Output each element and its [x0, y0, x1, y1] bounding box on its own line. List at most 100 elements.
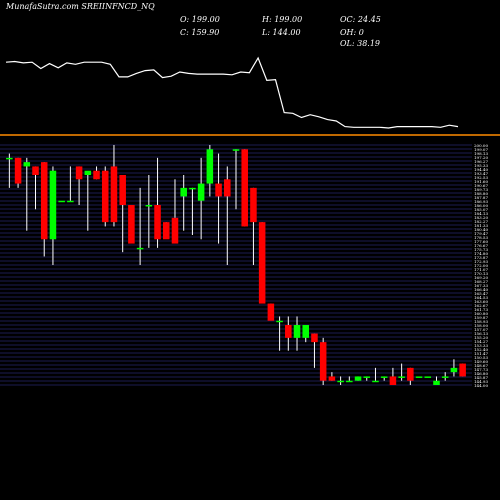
price-tick-label: 148.67 [474, 363, 488, 368]
candle-up [84, 170, 92, 175]
candle-up [58, 200, 65, 203]
price-tick-label: 158.00 [474, 323, 488, 328]
candle-up [424, 376, 432, 378]
price-tick-label: 149.60 [474, 359, 488, 364]
price-tick-label: 177.60 [474, 239, 488, 244]
price-tick-label: 186.00 [474, 203, 488, 208]
candle-up [363, 376, 371, 378]
price-tick-label: 190.67 [474, 183, 488, 188]
candle-down [241, 149, 248, 227]
candle-up [67, 200, 74, 203]
candle-down [75, 166, 83, 180]
price-tick-label: 166.40 [474, 287, 488, 292]
candle-up [232, 149, 240, 151]
price-tick-label: 182.27 [474, 219, 488, 224]
candle-up [450, 367, 458, 373]
price-tick-label: 152.40 [474, 347, 488, 352]
candle-down [101, 170, 109, 223]
price-tick-label: 169.20 [474, 275, 488, 280]
price-tick-label: 181.33 [474, 223, 488, 228]
price-tick-label: 188.80 [474, 191, 488, 196]
candle-up [145, 205, 153, 207]
high-label: H: 199.00 [261, 15, 302, 24]
price-tick-label: 192.53 [474, 175, 488, 180]
candle-up [189, 187, 196, 190]
price-tick-label: 173.87 [474, 255, 488, 260]
price-tick-label: 154.27 [474, 339, 488, 344]
candle-down [250, 187, 257, 223]
price-tick-label: 193.47 [474, 171, 488, 176]
price-tick-label: 185.07 [474, 207, 488, 212]
candle-down [258, 222, 266, 304]
price-tick-label: 180.40 [474, 227, 488, 232]
price-scale: 200.00199.07198.13197.20196.27195.33194.… [474, 143, 488, 388]
candle-up [415, 376, 423, 378]
close-label: C: 159.90 [180, 28, 219, 37]
candle-up [180, 187, 187, 197]
candle-up [380, 376, 388, 378]
oh-label: OH: 0 [340, 28, 364, 37]
candle-down [328, 376, 336, 381]
oc-label: OC: 24.45 [340, 15, 381, 24]
candle-down [319, 342, 327, 381]
candle-up [337, 380, 344, 383]
price-tick-label: 179.47 [474, 231, 488, 236]
price-tick-label: 150.53 [474, 355, 488, 360]
price-tick-label: 171.07 [474, 267, 488, 272]
price-tick-label: 165.47 [474, 291, 488, 296]
price-tick-label: 172.00 [474, 263, 488, 268]
candle-up [398, 376, 405, 378]
candle-down [459, 363, 466, 377]
candle-down [215, 183, 222, 197]
candle-down [407, 367, 414, 381]
price-tick-label: 176.67 [474, 243, 488, 248]
price-tick-label: 174.80 [474, 251, 488, 256]
price-tick-label: 167.33 [474, 283, 488, 288]
price-tick-label: 175.73 [474, 247, 488, 252]
price-tick-label: 157.07 [474, 327, 488, 332]
candle-down [119, 175, 126, 205]
candlestick-panel [6, 145, 466, 385]
candle-down [128, 205, 135, 244]
price-tick-label: 170.13 [474, 271, 488, 276]
candle-down [40, 162, 48, 240]
price-tick-label: 172.93 [474, 259, 488, 264]
candle-down [171, 217, 179, 244]
candle-down [32, 166, 39, 175]
candle-up [136, 247, 144, 250]
candle-down [93, 170, 100, 180]
price-tick-label: 187.87 [474, 195, 488, 200]
price-tick-label: 200.00 [474, 143, 488, 148]
line-panel [5, 56, 459, 129]
candle-up [197, 183, 205, 201]
price-tick-label: 191.60 [474, 179, 488, 184]
price-tick-label: 194.40 [474, 167, 488, 172]
price-tick-label: 144.00 [474, 383, 488, 388]
candle-up [293, 325, 301, 338]
candle-up [206, 149, 214, 184]
price-tick-label: 158.93 [474, 319, 488, 324]
candle-up [441, 376, 449, 378]
open-label: O: 199.00 [180, 15, 220, 24]
candle-down [311, 333, 318, 343]
price-tick-label: 159.87 [474, 315, 488, 320]
price-tick-label: 160.80 [474, 311, 488, 316]
candle-up [276, 320, 283, 323]
candle-up [49, 170, 57, 240]
price-tick-label: 151.47 [474, 351, 488, 356]
candle-down [154, 205, 161, 240]
candle-down [14, 157, 22, 184]
price-tick-label: 178.53 [474, 235, 488, 240]
price-tick-label: 156.13 [474, 331, 488, 336]
price-tick-label: 162.67 [474, 303, 488, 308]
candle-down [267, 303, 275, 321]
price-tick-label: 161.73 [474, 307, 488, 312]
candle-up [372, 380, 379, 383]
price-tick-label: 183.20 [474, 215, 488, 220]
price-tick-label: 164.53 [474, 295, 488, 300]
candle-down [224, 179, 231, 197]
price-line [5, 56, 459, 129]
price-tick-label: 144.93 [474, 379, 488, 384]
price-tick-label: 146.80 [474, 371, 488, 376]
